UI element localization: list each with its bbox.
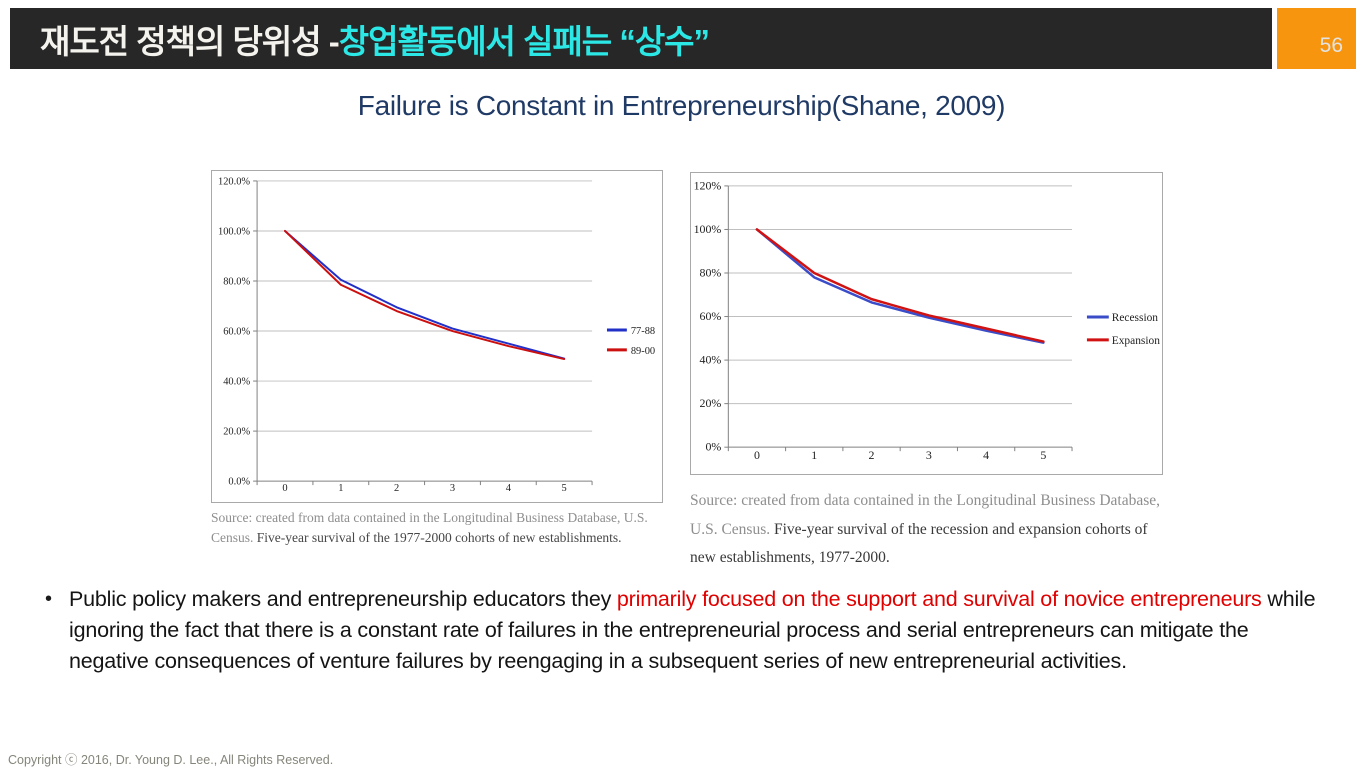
- right-chart: 0% 20% 40% 60% 80% 100% 120% 0 1 2 3 4 5 Recession Exp…: [690, 172, 1163, 475]
- bullet-marker: •: [45, 588, 53, 610]
- svg-text:2: 2: [394, 483, 399, 494]
- svg-text:100.0%: 100.0%: [218, 226, 250, 237]
- left-chart: 0.0% 20.0% 40.0% 60.0% 80.0% 100.0% 120.0% 0 1 2 3…: [211, 170, 663, 503]
- svg-text:3: 3: [926, 448, 932, 462]
- svg-text:Recession: Recession: [1112, 312, 1159, 324]
- header-title-main: 재도전 정책의 당위성 -: [40, 22, 340, 60]
- svg-text:5: 5: [1040, 448, 1046, 462]
- bullet-text: Public policy makers and entrepreneurshi…: [69, 587, 1316, 673]
- svg-text:20.0%: 20.0%: [223, 427, 250, 438]
- left-chart-svg: 0.0% 20.0% 40.0% 60.0% 80.0% 100.0% 120.0% 0 1 2 3…: [218, 176, 655, 494]
- svg-text:1: 1: [811, 448, 817, 462]
- page-number: 56: [1319, 33, 1343, 57]
- copyright-footer: Copyright ⓒ 2016, Dr. Young D. Lee., All…: [8, 753, 334, 767]
- page-number-badge: 56: [1277, 8, 1356, 69]
- svg-text:5: 5: [562, 483, 567, 494]
- svg-text:4: 4: [506, 483, 512, 494]
- svg-text:120%: 120%: [694, 178, 722, 192]
- svg-text:2: 2: [869, 448, 875, 462]
- svg-text:0%: 0%: [705, 440, 721, 454]
- svg-text:1: 1: [338, 483, 343, 494]
- svg-text:Expansion: Expansion: [1112, 335, 1160, 347]
- svg-text:100%: 100%: [694, 222, 722, 236]
- svg-text:4: 4: [983, 448, 989, 462]
- svg-text:77-88: 77-88: [631, 326, 655, 337]
- svg-text:80%: 80%: [700, 265, 722, 279]
- slide-title: Failure is Constant in Entrepreneurship(…: [357, 90, 1006, 121]
- svg-text:3: 3: [450, 483, 455, 494]
- svg-text:0.0%: 0.0%: [228, 477, 250, 488]
- svg-text:60.0%: 60.0%: [223, 327, 250, 338]
- svg-text:20%: 20%: [700, 396, 722, 410]
- left-chart-caption: Source: created from data contained in t…: [211, 510, 648, 545]
- svg-text:0: 0: [754, 448, 760, 462]
- svg-text:89-00: 89-00: [631, 346, 655, 357]
- right-chart-caption: Source: created from data contained in t…: [690, 492, 1161, 566]
- svg-text:120.0%: 120.0%: [218, 176, 250, 187]
- bullet-item: • Public policy makers and entrepreneurs…: [45, 584, 1323, 677]
- header-title-accent: 창업활동에서 실패는 “상수”: [338, 22, 710, 60]
- svg-text:60%: 60%: [700, 309, 722, 323]
- slide-header-bar: 재도전 정책의 당위성 - 창업활동에서 실패는 “상수”: [10, 8, 1272, 69]
- svg-text:40.0%: 40.0%: [223, 377, 250, 388]
- right-chart-svg: 0% 20% 40% 60% 80% 100% 120% 0 1 2 3 4 5 Recession Exp…: [694, 178, 1161, 462]
- svg-text:40%: 40%: [700, 353, 722, 367]
- svg-text:0: 0: [282, 483, 287, 494]
- svg-text:80.0%: 80.0%: [223, 276, 250, 287]
